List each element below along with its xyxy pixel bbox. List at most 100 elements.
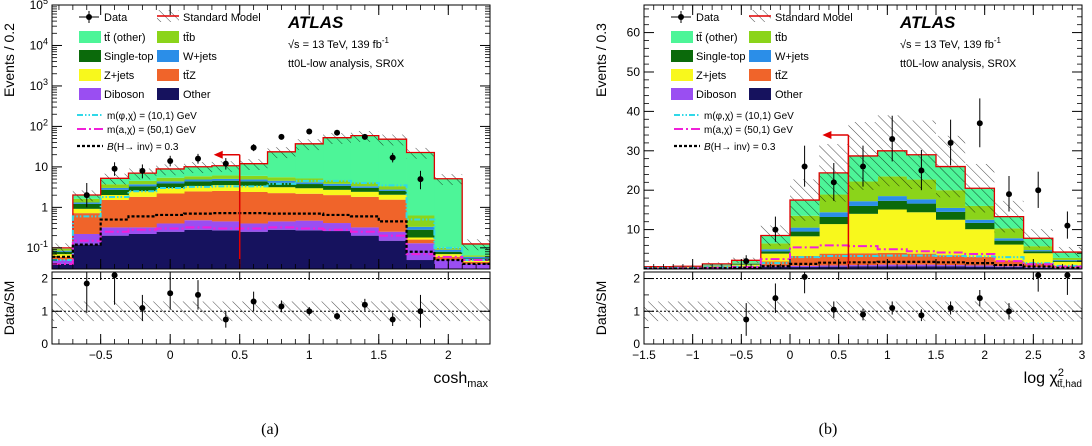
bar-ttb-6 — [211, 175, 241, 179]
x-tick-label-1: −1 — [686, 348, 700, 362]
ratio-y-tick-label-1: 1 — [41, 304, 48, 318]
x-tick-label-3: 0 — [787, 348, 794, 362]
legend-b-sig3-label: B(H→ inv) = 0.3 — [704, 142, 776, 153]
ratio-point-11 — [1064, 272, 1071, 279]
bar-singletop-12 — [994, 240, 1024, 245]
data-point-10 — [361, 133, 368, 140]
legend-ttb-label: tt̄b — [183, 32, 195, 44]
bar-singletop-2 — [100, 189, 129, 196]
bar-wjets-8 — [267, 180, 296, 183]
bar-diboson-10 — [936, 265, 966, 267]
bar-ttother-11 — [350, 135, 380, 183]
legend-other-swatch — [157, 88, 179, 100]
bar-ttZ-7 — [239, 191, 268, 224]
bar-zjets-14 — [1052, 261, 1082, 266]
legend-other-label: Other — [183, 89, 211, 101]
data-point-8 — [976, 120, 983, 127]
x-tick-label-9: 3 — [1079, 348, 1086, 362]
bar-ttb-9 — [295, 178, 324, 183]
panel-a-ratio-points — [83, 272, 424, 328]
ratio-point-6 — [918, 312, 925, 319]
data-point-4 — [195, 155, 201, 162]
panel-a-cut-arrow — [213, 150, 241, 269]
signal-sig2 — [644, 244, 1082, 269]
legend-b-data-label: Data — [696, 12, 720, 24]
bar-wjets-13 — [1023, 250, 1054, 252]
bar-singletop-13 — [406, 229, 435, 238]
bar-ttZ-12 — [378, 199, 407, 232]
bar-ttZ-7 — [848, 253, 878, 266]
bar-ttZ-3 — [128, 196, 157, 228]
legend-b-ttother-label: tt̄ (other) — [696, 32, 738, 44]
panel-b-ratio-points — [743, 272, 1071, 336]
panel-a-caption: (a) — [261, 421, 279, 438]
bar-wjets-9 — [906, 199, 937, 204]
atlas-energy: √s = 13 TeV, 139 fb-1 — [288, 36, 389, 51]
x-tick-label-0: −0.5 — [89, 348, 113, 362]
legend-b-sm: Standard Model — [749, 10, 853, 24]
bar-ttb-14 — [1052, 257, 1082, 260]
bar-singletop-10 — [936, 211, 966, 220]
ratio-point-3 — [830, 306, 837, 313]
sm-uncertainty-5 — [184, 162, 212, 174]
bar-other-5 — [790, 267, 820, 269]
bar-diboson-7 — [848, 265, 878, 267]
panel-a-top: 10-1 1 10 102 103 104 105 Events / 0.2 — [1, 0, 491, 270]
bar-singletop-14 — [434, 251, 463, 255]
bar-ttZ-10 — [936, 255, 966, 266]
bar-other-8 — [267, 229, 296, 269]
legend-b-diboson-swatch — [671, 88, 693, 100]
y-tick-label-4: 50 — [627, 65, 641, 79]
bar-ttZ-11 — [350, 196, 380, 228]
bar-singletop-9 — [906, 203, 937, 213]
bar-other-2 — [100, 235, 129, 269]
y-tick-label-6: 105 — [30, 0, 48, 12]
bar-singletop-4 — [156, 183, 185, 189]
bar-wjets-12 — [378, 189, 407, 191]
bar-zjets-9 — [295, 188, 324, 194]
bar-wjets-7 — [848, 201, 878, 206]
x-tick-label-8: 2.5 — [1025, 348, 1042, 362]
legend-b-ttz-label: tt̄Z — [775, 70, 788, 82]
panel-b-x-axis: −1.5 −1 −0.5 0 0.5 1 1.5 2 2.5 3 — [632, 272, 1086, 362]
x-tick-label-3: 1 — [306, 348, 313, 362]
data-point-8 — [306, 128, 313, 135]
bar-other-6 — [819, 266, 849, 269]
bar-ttb-5 — [790, 215, 820, 228]
ratio-point-5 — [222, 316, 229, 323]
x-tick-label-6: 1.5 — [928, 348, 945, 362]
bar-wjets-7 — [239, 179, 268, 182]
sm-uncertainty-15 — [462, 239, 490, 251]
bar-other-9 — [906, 266, 937, 269]
bar-ttZ-9 — [295, 193, 324, 221]
bar-diboson-8 — [877, 264, 908, 267]
bar-zjets-10 — [323, 189, 352, 196]
ratio-point-11 — [389, 316, 396, 323]
bar-ttother-14 — [434, 178, 463, 248]
legend-zjets-swatch — [79, 69, 101, 81]
panel-b-ylabel: Events / 0.3 — [593, 23, 609, 97]
ratio-point-10 — [1035, 272, 1042, 279]
bar-singletop-4 — [760, 251, 791, 254]
bar-zjets-11 — [350, 191, 380, 197]
y-tick-label-2: 10 — [35, 160, 49, 174]
bar-zjets-8 — [877, 209, 908, 253]
bar-other-10 — [936, 266, 966, 269]
legend-b-sig1-label: m(φ,χ) = (10,1) GeV — [704, 111, 794, 122]
bar-zjets-10 — [936, 219, 966, 256]
legend-singletop-label: Single-top — [104, 51, 154, 63]
bar-zjets-14 — [434, 254, 463, 257]
bar-diboson-10 — [323, 223, 352, 232]
bar-ttZ-15 — [462, 261, 490, 264]
bar-wjets-11 — [965, 219, 995, 223]
legend-singletop-swatch — [79, 50, 101, 62]
legend-sig1-label: m(φ,χ) = (10,1) GeV — [107, 111, 197, 122]
bar-zjets-5 — [790, 236, 820, 256]
bar-wjets-5 — [790, 227, 820, 232]
legend-b-ttb-swatch — [749, 31, 771, 43]
bar-ttZ-9 — [906, 253, 937, 265]
x-tick-label-5: 2 — [445, 348, 452, 362]
bar-singletop-13 — [1023, 251, 1054, 254]
legend-b-other-swatch — [749, 88, 771, 100]
panel-a-x-ticks-top — [58, 5, 491, 269]
